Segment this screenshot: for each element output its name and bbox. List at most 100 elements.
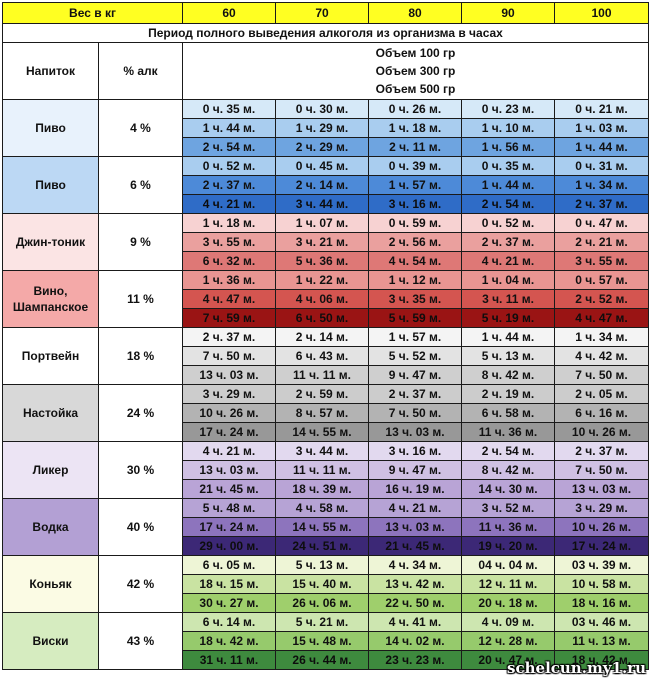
elimination-time-cell: 21 ч. 45 м. xyxy=(182,479,276,499)
elimination-time-cell: 14 ч. 55 м. xyxy=(275,517,369,537)
elimination-time-cell: 5 ч. 13 м. xyxy=(275,555,369,575)
elimination-time-cell: 6 ч. 50 м. xyxy=(275,308,369,328)
table-row: 4 ч. 21 м. 3 ч. 44 м. 3 ч. 16 м. 2 ч. 54 м.… xyxy=(3,194,649,214)
elimination-time-cell: 8 ч. 57 м. xyxy=(275,403,369,423)
drink-name: Виски xyxy=(2,612,99,670)
elimination-time-cell: 0 ч. 30 м. xyxy=(275,99,369,119)
elimination-time-cell: 23 ч. 23 м. xyxy=(368,650,462,670)
elimination-time-cell: 6 ч. 32 м. xyxy=(182,251,276,271)
elimination-time-cell: 2 ч. 37 м. xyxy=(554,194,649,214)
elimination-time-cell: 0 ч. 57 м. xyxy=(554,270,649,290)
elimination-time-cell: 2 ч. 14 м. xyxy=(275,175,369,195)
table-row: Джин-тоник 9 % 1 ч. 18 м. 1 ч. 07 м. 0 ч. 59… xyxy=(2,213,649,271)
elimination-time-cell: 13 ч. 03 м. xyxy=(554,479,649,499)
elimination-time-cell: 1 ч. 22 м. xyxy=(275,270,369,290)
alcohol-elimination-table: Вес в кг 60 70 80 90 100 Период полного … xyxy=(2,2,649,670)
elimination-time-cell: 4 ч. 21 м. xyxy=(461,251,555,271)
elimination-time-cell: 11 ч. 11 м. xyxy=(275,365,369,385)
alcohol-percent: 30 % xyxy=(98,441,183,499)
volume-header: Объем 100 гр Объем 300 гр Объем 500 гр xyxy=(182,42,649,100)
table-row: Водка 40 % 5 ч. 48 м. 4 ч. 58 м. 4 ч. 21 м. 3… xyxy=(2,498,649,556)
drink-name: Джин-тоник xyxy=(2,213,99,271)
table-row: 31 ч. 11 м. 26 ч. 44 м. 23 ч. 23 м. 20 ч. 4… xyxy=(3,650,649,670)
table-row: 30 ч. 27 м. 26 ч. 06 м. 22 ч. 50 м. 20 ч. 1… xyxy=(3,593,649,613)
elimination-time-cell: 1 ч. 12 м. xyxy=(368,270,462,290)
elimination-time-cell: 9 ч. 47 м. xyxy=(368,365,462,385)
elimination-time-cell: 0 ч. 23 м. xyxy=(461,99,555,119)
elimination-time-cell: 18 ч. 42 м. xyxy=(182,631,276,651)
elimination-time-cell: 1 ч. 44 м. xyxy=(461,175,555,195)
elimination-time-cell: 26 ч. 44 м. xyxy=(275,650,369,670)
weight-column-80: 80 xyxy=(368,2,462,24)
volume-label: Объем 300 гр xyxy=(375,64,456,78)
elimination-time-cell: 1 ч. 18 м. xyxy=(182,213,276,233)
elimination-time-cell: 17 ч. 24 м. xyxy=(182,422,276,442)
watermark: schelcun.my1.ru xyxy=(507,659,646,677)
elimination-time-cell: 30 ч. 27 м. xyxy=(182,593,276,613)
alcohol-percent: 42 % xyxy=(98,555,183,613)
table-row: 3 ч. 55 м. 3 ч. 21 м. 2 ч. 56 м. 2 ч. 37 м.… xyxy=(3,232,649,252)
elimination-time-cell: 1 ч. 34 м. xyxy=(554,175,649,195)
weight-column-70: 70 xyxy=(275,2,369,24)
elimination-time-cell: 17 ч. 24 м. xyxy=(554,536,649,556)
alcohol-percent: 11 % xyxy=(98,270,183,328)
elimination-time-cell: 4 ч. 41 м. xyxy=(368,612,462,632)
elimination-time-cell: 1 ч. 36 м. xyxy=(182,270,276,290)
elimination-time-cell: 12 ч. 28 м. xyxy=(461,631,555,651)
elimination-time-cell: 0 ч. 59 м. xyxy=(368,213,462,233)
elimination-time-cell: 14 ч. 55 м. xyxy=(275,422,369,442)
elimination-time-cell: 3 ч. 55 м. xyxy=(554,251,649,271)
elimination-time-cell: 1 ч. 04 м. xyxy=(461,270,555,290)
weight-column-90: 90 xyxy=(461,2,555,24)
elimination-time-cell: 1 ч. 57 м. xyxy=(368,175,462,195)
elimination-time-cell: 2 ч. 56 м. xyxy=(368,232,462,252)
elimination-time-cell: 13 ч. 03 м. xyxy=(368,517,462,537)
elimination-time-cell: 4 ч. 06 м. xyxy=(275,289,369,309)
table-row: Настойка 24 % 3 ч. 29 м. 2 ч. 59 м. 2 ч. 37 … xyxy=(2,384,649,442)
elimination-time-cell: 1 ч. 18 м. xyxy=(368,118,462,138)
elimination-time-cell: 2 ч. 54 м. xyxy=(182,137,276,157)
elimination-time-cell: 11 ч. 11 м. xyxy=(275,460,369,480)
volume-label: Объем 500 гр xyxy=(375,82,456,96)
elimination-time-cell: 1 ч. 44 м. xyxy=(461,327,555,347)
table-row: 17 ч. 24 м. 14 ч. 55 м. 13 ч. 03 м. 11 ч. 3… xyxy=(3,422,649,442)
table-row: 2 ч. 37 м. 2 ч. 14 м. 1 ч. 57 м. 1 ч. 44 м.… xyxy=(3,175,649,195)
table-row: Портвейн 18 % 2 ч. 37 м. 2 ч. 14 м. 1 ч. 57 … xyxy=(2,327,649,385)
elimination-time-cell: 10 ч. 26 м. xyxy=(182,403,276,423)
alcohol-percent-column-header: % алк xyxy=(98,42,183,100)
alcohol-percent: 4 % xyxy=(98,99,183,157)
elimination-time-cell: 12 ч. 11 м. xyxy=(461,574,555,594)
elimination-time-cell: 2 ч. 29 м. xyxy=(275,137,369,157)
table-row: 10 ч. 26 м. 8 ч. 57 м. 7 ч. 50 м. 6 ч. 58 м… xyxy=(3,403,649,423)
elimination-time-cell: 0 ч. 45 м. xyxy=(275,156,369,176)
elimination-time-cell: 3 ч. 29 м. xyxy=(182,384,276,404)
elimination-time-cell: 4 ч. 47 м. xyxy=(182,289,276,309)
elimination-time-cell: 2 ч. 37 м. xyxy=(461,232,555,252)
elimination-time-cell: 0 ч. 26 м. xyxy=(368,99,462,119)
elimination-time-cell: 1 ч. 44 м. xyxy=(182,118,276,138)
elimination-time-cell: 7 ч. 50 м. xyxy=(554,460,649,480)
elimination-time-cell: 6 ч. 05 м. xyxy=(182,555,276,575)
weight-header-row: Вес в кг 60 70 80 90 100 xyxy=(2,2,649,24)
elimination-time-cell: 5 ч. 36 м. xyxy=(275,251,369,271)
elimination-time-cell: 5 ч. 48 м. xyxy=(182,498,276,518)
elimination-time-cell: 0 ч. 39 м. xyxy=(368,156,462,176)
elimination-time-cell: 10 ч. 58 м. xyxy=(554,574,649,594)
period-title-row: Период полного выведения алкоголя из орг… xyxy=(2,23,649,43)
elimination-time-cell: 5 ч. 21 м. xyxy=(275,612,369,632)
elimination-time-cell: 3 ч. 52 м. xyxy=(461,498,555,518)
elimination-time-cell: 7 ч. 50 м. xyxy=(554,365,649,385)
elimination-time-cell: 2 ч. 05 м. xyxy=(554,384,649,404)
elimination-time-cell: 24 ч. 51 м. xyxy=(275,536,369,556)
elimination-time-cell: 03 ч. 39 м. xyxy=(554,555,649,575)
elimination-time-cell: 4 ч. 21 м. xyxy=(182,441,276,461)
elimination-time-cell: 3 ч. 44 м. xyxy=(275,441,369,461)
table-row: Коньяк 42 % 6 ч. 05 м. 5 ч. 13 м. 4 ч. 34 м.… xyxy=(2,555,649,613)
elimination-time-cell: 4 ч. 42 м. xyxy=(554,346,649,366)
table-row: 6 ч. 32 м. 5 ч. 36 м. 4 ч. 54 м. 4 ч. 21 м.… xyxy=(3,251,649,271)
elimination-time-cell: 13 ч. 42 м. xyxy=(368,574,462,594)
table-row: Пиво 4 % 0 ч. 35 м. 0 ч. 30 м. 0 ч. 26 м. 0 ч… xyxy=(2,99,649,157)
column-header-row: Напиток% алк Объем 100 гр Объем 300 гр Объе… xyxy=(2,42,649,100)
elimination-time-cell: 2 ч. 14 м. xyxy=(275,327,369,347)
